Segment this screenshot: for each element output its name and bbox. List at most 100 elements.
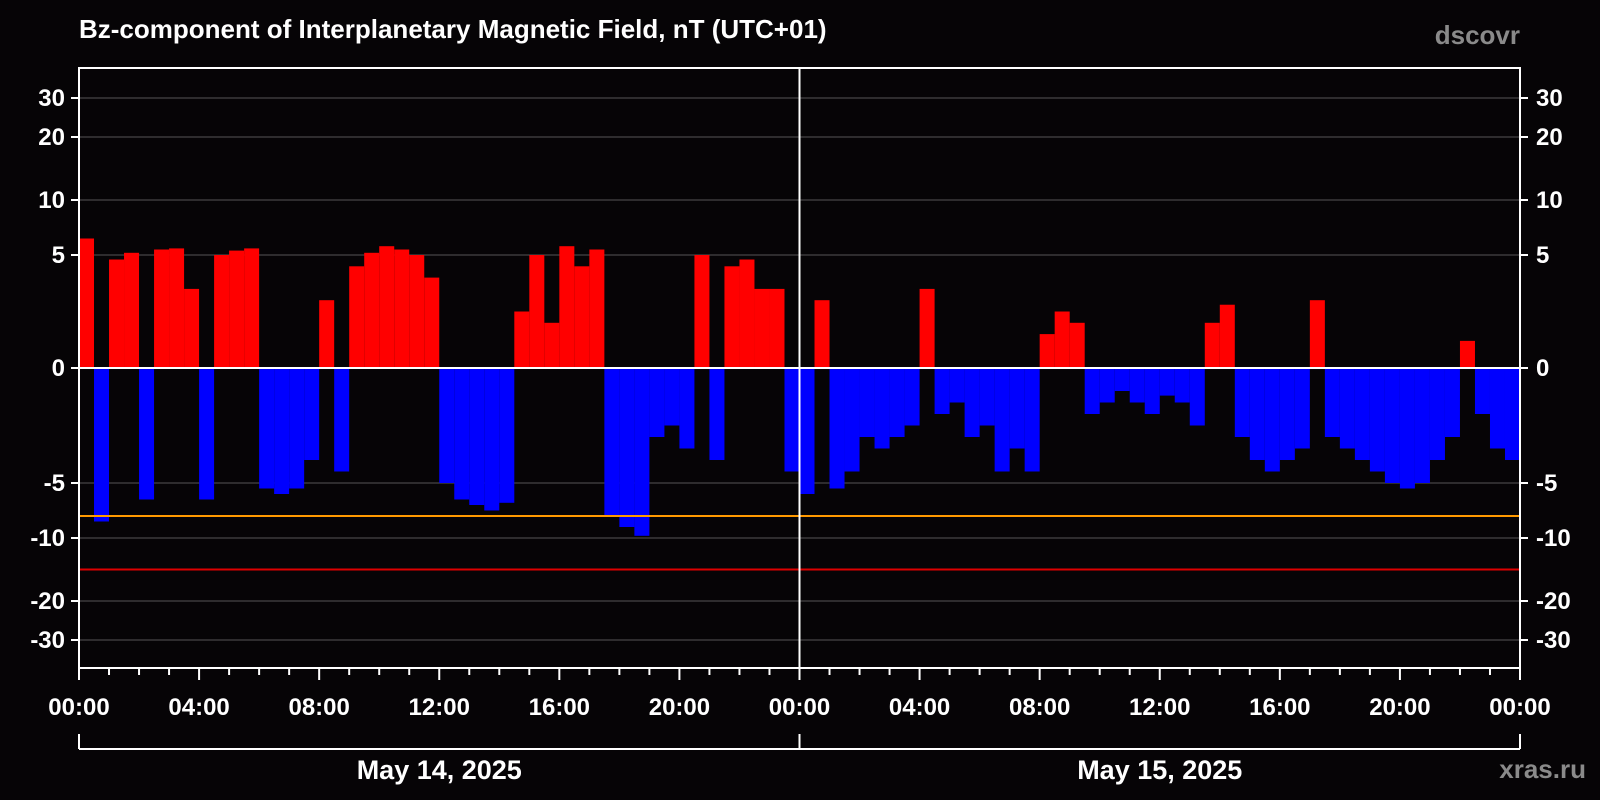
bz-bar <box>1414 368 1430 483</box>
bz-bar <box>1279 368 1295 460</box>
bz-bar <box>439 368 455 483</box>
y-tick-label-right: 30 <box>1536 85 1563 112</box>
y-tick-label-left: 5 <box>52 242 65 269</box>
x-tick-label: 08:00 <box>1009 694 1070 721</box>
y-axis: 30 30 20 20 10 10 5 5 0 0 -5 -5 -10 -10 -20 -20 -30 -30 <box>30 85 1570 654</box>
plot-frame <box>78 67 1521 669</box>
bz-bar <box>1099 368 1115 403</box>
x-tick-label: 20:00 <box>649 694 710 721</box>
y-tick-label-right: -20 <box>1536 588 1571 615</box>
x-tick-label: 00:00 <box>48 694 109 721</box>
y-tick-label-left: 10 <box>38 187 65 214</box>
bz-bar <box>559 246 575 368</box>
bz-bar <box>724 266 740 368</box>
bz-bar <box>664 368 680 426</box>
y-tick-label-left: 20 <box>38 124 65 151</box>
y-tick-label-left: 30 <box>38 85 65 112</box>
bz-bar <box>1069 322 1085 368</box>
bz-bar <box>154 249 170 368</box>
x-tick-label: 20:00 <box>1369 694 1430 721</box>
bz-bar <box>1369 368 1385 472</box>
bz-bar <box>1339 368 1355 449</box>
bz-bar <box>1504 368 1520 460</box>
bz-bar <box>904 368 920 426</box>
bz-bar <box>499 368 515 503</box>
bz-bar <box>1294 368 1310 449</box>
bz-bar <box>1159 368 1175 396</box>
bz-bar <box>1309 300 1325 368</box>
bz-bar <box>1429 368 1445 460</box>
bz-bar <box>619 368 635 527</box>
bz-bar <box>1324 368 1340 437</box>
y-tick-label-left: -30 <box>30 627 65 654</box>
bz-bar <box>814 300 830 368</box>
bz-bar <box>994 368 1010 472</box>
bz-bar <box>634 368 650 536</box>
day-label-2: May 15, 2025 <box>1077 755 1242 785</box>
bz-bar <box>739 259 755 368</box>
y-tick-label-right: -10 <box>1536 525 1571 552</box>
chart-title: Bz-component of Interplanetary Magnetic … <box>79 14 827 44</box>
x-tick-label: 04:00 <box>889 694 950 721</box>
bz-bar <box>514 311 530 368</box>
bz-bar <box>799 368 815 494</box>
y-tick-label-left: -5 <box>44 470 65 497</box>
bz-bar <box>1144 368 1160 414</box>
bz-bar <box>1009 368 1025 449</box>
bz-bar <box>469 368 485 505</box>
bz-bar <box>349 266 365 368</box>
bz-bar <box>709 368 725 460</box>
bz-bar <box>1129 368 1145 403</box>
bz-bar <box>109 259 125 368</box>
bz-bar <box>289 368 305 489</box>
bz-bar <box>964 368 980 437</box>
bz-bar <box>379 246 395 368</box>
bz-bar <box>319 300 335 368</box>
bz-bar <box>769 288 785 368</box>
bz-bar <box>859 368 875 437</box>
y-tick-label-left: 0 <box>52 355 65 382</box>
x-tick-label: 12:00 <box>409 694 470 721</box>
bz-bar <box>409 255 425 368</box>
bz-bar <box>1264 368 1280 472</box>
bz-bar <box>1444 368 1460 437</box>
bz-bar <box>139 368 155 500</box>
x-tick-label: 00:00 <box>1489 694 1550 721</box>
x-axis: 00:00 04:00 08:00 12:00 16:00 20:00 00:00 04:00… <box>48 668 1551 785</box>
bz-bar <box>829 368 845 489</box>
bz-bar <box>949 368 965 403</box>
y-tick-label-right: -30 <box>1536 627 1571 654</box>
bz-bar <box>979 368 995 426</box>
bz-bar <box>454 368 470 500</box>
bz-bar <box>1354 368 1370 460</box>
bz-bar <box>604 368 620 516</box>
bz-bar <box>784 368 800 472</box>
bz-bar <box>244 248 260 368</box>
bz-bar <box>79 238 95 368</box>
x-tick-label: 04:00 <box>168 694 229 721</box>
bz-bar <box>1114 368 1130 391</box>
bz-bar <box>259 368 275 489</box>
y-tick-label-right: -5 <box>1536 470 1557 497</box>
bz-bar <box>544 322 560 368</box>
bz-bar <box>1204 322 1220 368</box>
bz-bar <box>364 252 380 368</box>
bz-bar <box>529 255 545 368</box>
y-tick-label-left: -20 <box>30 588 65 615</box>
bz-bar <box>334 368 350 472</box>
bz-bar <box>574 266 590 368</box>
bz-bar <box>889 368 905 437</box>
bz-bar <box>1024 368 1040 472</box>
bz-bar <box>424 277 440 368</box>
bz-bar <box>919 288 935 368</box>
bz-bar <box>934 368 950 414</box>
x-tick-label: 16:00 <box>1249 694 1310 721</box>
bz-bar <box>1384 368 1400 483</box>
y-tick-label-right: 0 <box>1536 355 1549 382</box>
bz-bar <box>754 288 770 368</box>
bz-bar <box>1189 368 1205 426</box>
x-tick-label: 00:00 <box>769 694 830 721</box>
bz-bar <box>679 368 695 449</box>
bz-bar <box>94 368 110 522</box>
source-label: dscovr <box>1435 20 1520 50</box>
